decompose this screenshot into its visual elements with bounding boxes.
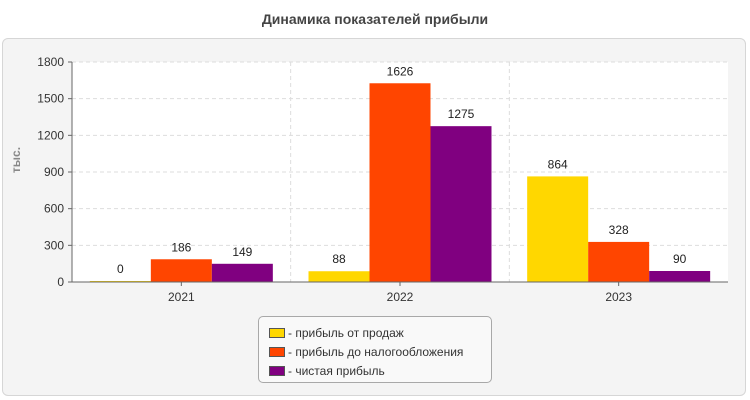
- legend-item: - чистая прибыль: [269, 361, 491, 380]
- bar: [150, 259, 212, 282]
- data-label: 328: [609, 223, 629, 237]
- legend-swatch: [269, 365, 285, 376]
- x-tick-labels: 2021 2022 2023: [168, 282, 632, 304]
- y-tick-labels: 0 300 600 900 1200 1500 1800: [37, 55, 72, 289]
- data-label: 1275: [448, 107, 475, 121]
- legend-swatch: [269, 346, 285, 357]
- y-tick-label: 1800: [37, 55, 64, 69]
- y-axis-label: тыс.: [9, 147, 23, 173]
- bar: [211, 263, 273, 282]
- chart-title: Динамика показателей прибыли: [261, 11, 489, 27]
- legend-label: - чистая прибыль: [288, 363, 385, 378]
- bar: [588, 241, 650, 282]
- x-tick-label: 2021: [168, 290, 195, 304]
- y-tick-label: 900: [44, 165, 64, 179]
- y-tick-label: 1200: [37, 128, 64, 142]
- x-tick-label: 2023: [605, 290, 632, 304]
- legend: - прибыль от продаж - прибыль до налогооб…: [258, 316, 492, 383]
- legend-label: - прибыль от продаж: [288, 325, 404, 340]
- data-label: 149: [232, 245, 252, 259]
- data-label: 1626: [387, 64, 414, 78]
- y-tick-label: 1500: [37, 92, 64, 106]
- bar: [430, 126, 492, 283]
- bar: [527, 176, 589, 282]
- legend-item: - прибыль до налогообложения: [269, 342, 491, 361]
- legend-label: - прибыль до налогообложения: [288, 344, 464, 359]
- bar: [369, 83, 431, 283]
- data-labels: 0 186 149 88 1626 1275 864 328 90: [117, 64, 687, 276]
- legend-swatch: [269, 327, 285, 338]
- y-tick-label: 600: [44, 202, 64, 216]
- data-label: 864: [548, 157, 568, 171]
- x-tick-label: 2022: [387, 290, 414, 304]
- y-tick-label: 300: [44, 238, 64, 252]
- bar: [308, 271, 370, 282]
- data-label: 186: [171, 240, 191, 254]
- data-label: 88: [332, 252, 346, 266]
- y-tick-label: 0: [57, 275, 64, 289]
- bar: [649, 271, 711, 282]
- data-label: 90: [673, 252, 687, 266]
- data-label: 0: [117, 262, 124, 276]
- legend-item: - прибыль от продаж: [269, 323, 491, 342]
